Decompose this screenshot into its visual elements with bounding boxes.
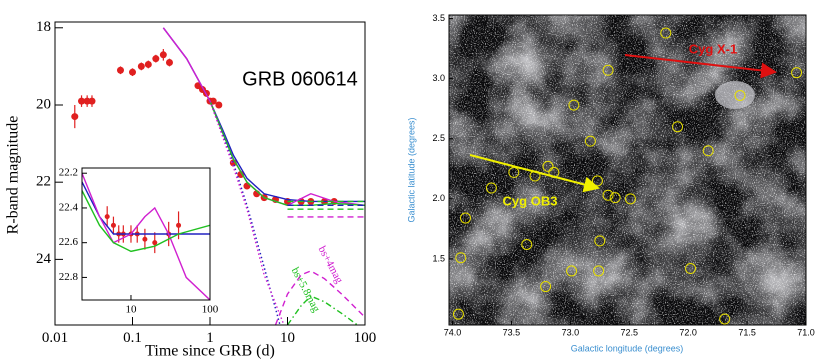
data-point <box>152 240 158 246</box>
y-tick-label: 22.6 <box>59 236 79 248</box>
data-point <box>88 97 96 105</box>
y-axis-label: R-band magnitude <box>5 116 22 235</box>
y-tick-label: 2.0 <box>432 193 445 203</box>
annotation: Cyg X-1 <box>689 41 737 56</box>
source-marker <box>521 238 533 250</box>
arrow <box>624 54 777 79</box>
source-marker <box>609 192 621 204</box>
source-marker <box>566 265 578 277</box>
plot-frame <box>81 167 211 301</box>
source-marker <box>593 265 605 277</box>
series-group <box>71 27 365 325</box>
chart-title: GRB 060614 <box>242 68 358 90</box>
data-point <box>110 222 116 228</box>
data-point <box>152 55 160 63</box>
y-tick-label: 1.5 <box>432 253 445 263</box>
data-point <box>165 59 173 67</box>
x-tick-label: 73.5 <box>503 327 521 337</box>
model-curve <box>82 190 210 253</box>
data-point <box>71 113 79 121</box>
source-marker <box>485 182 497 194</box>
x-tick-label: 72.5 <box>621 327 639 337</box>
source-marker <box>568 99 580 111</box>
source-marker <box>455 252 467 264</box>
model-curve <box>274 270 365 325</box>
y-tick-label: 22.4 <box>59 201 79 213</box>
data-point <box>116 66 124 74</box>
source-marker <box>602 64 614 76</box>
y-tick-label: 24 <box>36 251 52 267</box>
model-curve <box>209 100 281 325</box>
annotation: bs+4mag <box>316 244 346 286</box>
x-axis-label: Time since GRB (d) <box>145 343 275 360</box>
source-marker <box>542 160 554 172</box>
x-tick-label: 10 <box>280 330 295 346</box>
model-curve <box>82 181 210 235</box>
data-point <box>142 236 148 242</box>
source-marker <box>540 281 552 293</box>
data-point <box>237 170 245 178</box>
x-tick-label: 0.1 <box>123 330 142 346</box>
source-marker <box>719 313 731 325</box>
x-tick-label: 100 <box>354 330 377 346</box>
source-marker <box>624 193 636 205</box>
annotation: Cyg OB3 <box>503 193 558 208</box>
source-marker <box>685 263 697 275</box>
y-axis-label: Galactic latitude (degrees) <box>406 117 416 222</box>
source-marker <box>584 135 596 147</box>
data-point <box>83 97 91 105</box>
x-tick-label: 72.0 <box>679 327 697 337</box>
data-point <box>176 222 182 228</box>
model-curve <box>286 295 358 325</box>
data-point <box>137 62 145 70</box>
y-tick-label: 22.2 <box>59 167 78 179</box>
y-tick-label: 3.0 <box>432 73 445 83</box>
x-axis-label: Galactic longitude (degrees) <box>571 343 684 353</box>
data-point <box>104 214 110 220</box>
source-marker <box>791 67 803 79</box>
series-group <box>452 27 803 325</box>
source-marker <box>734 90 746 102</box>
data-point <box>129 68 136 76</box>
data-point <box>144 60 152 68</box>
y-tick-label: 20 <box>36 96 51 112</box>
model-curve <box>209 100 365 207</box>
source-marker <box>459 212 471 224</box>
arrow <box>469 154 600 193</box>
y-tick-label: 3.5 <box>432 13 445 23</box>
data-point <box>78 97 86 105</box>
y-tick-label: 22.8 <box>59 271 79 283</box>
x-tick-label: 74.0 <box>444 327 462 337</box>
x-tick-label: 1 <box>206 330 214 346</box>
data-point <box>159 51 167 59</box>
model-curve <box>82 172 210 300</box>
source-marker <box>702 145 714 157</box>
source-marker <box>508 166 520 178</box>
y-tick-label: 22 <box>36 174 51 190</box>
series-group <box>82 172 210 300</box>
source-marker <box>594 235 606 247</box>
source-marker <box>452 308 464 320</box>
x-tick-label: 100 <box>202 303 219 315</box>
y-tick-label: 2.5 <box>432 133 445 143</box>
x-tick-label: 10 <box>125 303 137 315</box>
x-tick-label: 71.0 <box>797 327 815 337</box>
source-marker <box>660 27 672 39</box>
y-tick-label: 18 <box>36 19 51 35</box>
plot-frame <box>448 14 807 326</box>
sky-nebula <box>449 15 806 325</box>
data-point <box>215 101 223 109</box>
x-tick-label: 71.5 <box>738 327 756 337</box>
model-curve <box>209 100 285 325</box>
x-tick-label: 73.0 <box>562 327 580 337</box>
source-marker <box>672 121 684 133</box>
source-marker <box>602 189 614 201</box>
x-tick-label: 0.01 <box>42 330 68 346</box>
